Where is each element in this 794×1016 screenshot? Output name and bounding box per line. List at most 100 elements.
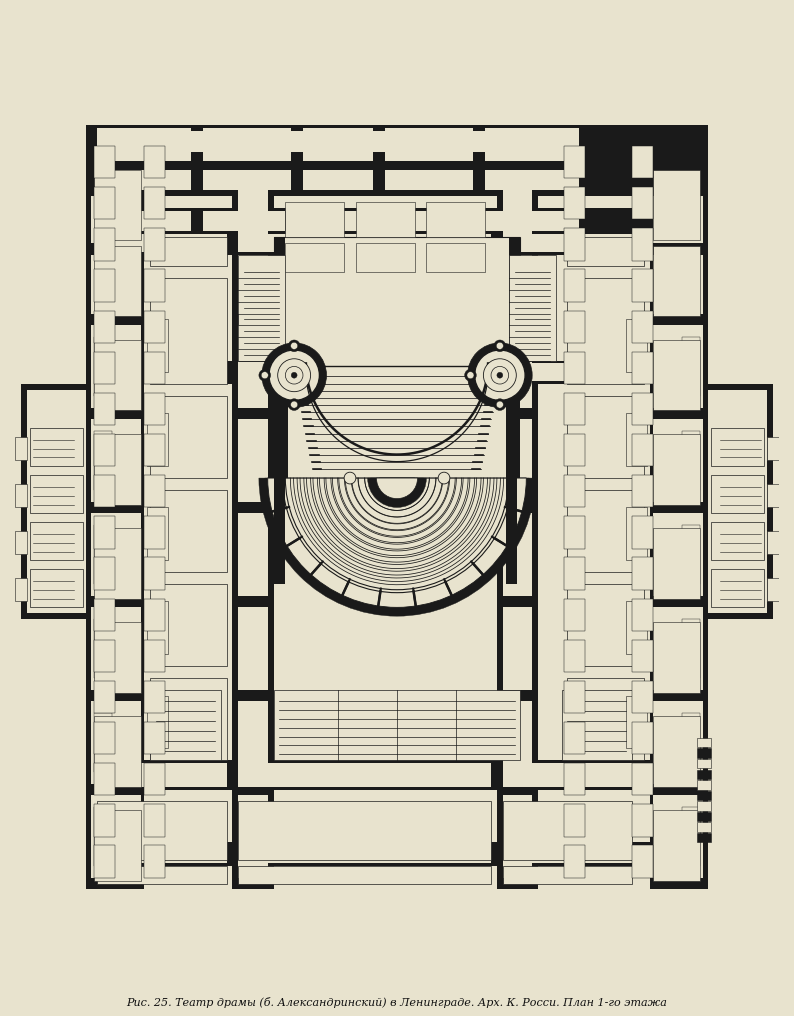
Bar (94, 810, 141, 881)
Bar (147, 696, 168, 749)
Bar (147, 601, 168, 654)
Bar (696, 823, 711, 832)
Circle shape (262, 342, 326, 407)
Bar (94, 622, 141, 693)
Bar (145, 475, 165, 507)
Bar (632, 434, 653, 466)
Bar (98, 170, 191, 190)
Circle shape (291, 372, 297, 378)
Bar (94, 516, 115, 549)
Bar (696, 833, 711, 842)
Bar (145, 640, 165, 672)
Bar (145, 845, 165, 878)
Bar (291, 131, 306, 152)
Bar (632, 393, 653, 425)
Bar (506, 479, 518, 584)
Bar (426, 243, 485, 272)
Bar (626, 696, 647, 749)
Bar (238, 255, 285, 361)
Circle shape (496, 401, 503, 408)
Bar (696, 780, 711, 789)
Bar (150, 396, 226, 479)
Bar (86, 760, 708, 789)
Bar (565, 516, 585, 549)
Bar (147, 414, 168, 466)
Bar (145, 805, 165, 836)
Bar (426, 202, 485, 237)
Bar (94, 434, 141, 505)
Bar (632, 805, 653, 836)
Bar (86, 207, 708, 237)
Circle shape (261, 372, 268, 379)
Bar (696, 802, 711, 811)
Bar (711, 522, 765, 561)
Bar (568, 490, 644, 572)
Bar (503, 420, 532, 502)
Bar (94, 713, 112, 772)
Bar (94, 393, 115, 425)
Circle shape (464, 370, 476, 381)
Bar (145, 681, 165, 713)
Bar (98, 128, 191, 161)
Bar (568, 678, 644, 760)
Bar (385, 128, 473, 161)
Bar (503, 608, 532, 690)
Bar (21, 384, 98, 619)
Bar (626, 414, 647, 466)
Bar (191, 131, 206, 152)
Bar (238, 608, 268, 690)
Bar (29, 522, 83, 561)
Bar (94, 525, 112, 584)
Bar (682, 619, 700, 678)
Circle shape (494, 340, 506, 352)
Bar (94, 558, 115, 589)
Bar (565, 722, 585, 754)
Bar (653, 796, 703, 878)
Bar (274, 361, 303, 378)
Circle shape (269, 350, 319, 400)
Bar (203, 128, 291, 161)
Bar (653, 340, 700, 410)
Bar (632, 229, 653, 261)
Bar (238, 364, 491, 381)
Bar (565, 393, 585, 425)
Bar (653, 255, 703, 314)
Bar (94, 246, 141, 316)
Circle shape (259, 370, 271, 381)
Bar (145, 763, 165, 796)
Bar (391, 210, 473, 232)
Bar (145, 516, 165, 549)
Bar (503, 866, 632, 884)
Bar (238, 420, 268, 502)
Bar (561, 690, 632, 760)
Bar (94, 722, 115, 754)
Bar (653, 810, 700, 881)
Bar (29, 428, 83, 466)
Bar (15, 578, 27, 601)
Bar (682, 431, 700, 490)
Bar (238, 325, 268, 407)
Bar (711, 569, 765, 608)
Bar (145, 722, 165, 754)
Bar (568, 237, 644, 266)
Bar (285, 249, 509, 367)
Bar (568, 278, 644, 384)
Bar (653, 246, 700, 316)
Bar (373, 131, 388, 152)
Bar (485, 210, 579, 232)
Bar (632, 598, 653, 631)
Bar (91, 325, 141, 407)
Bar (98, 210, 191, 232)
Bar (91, 701, 141, 783)
Bar (509, 255, 556, 361)
Bar (632, 269, 653, 302)
Bar (150, 237, 226, 266)
Circle shape (496, 342, 503, 350)
Bar (238, 802, 491, 861)
Bar (145, 352, 165, 384)
Bar (203, 210, 285, 232)
Bar (98, 845, 226, 863)
Bar (145, 598, 165, 631)
Bar (491, 361, 520, 378)
Bar (565, 434, 585, 466)
